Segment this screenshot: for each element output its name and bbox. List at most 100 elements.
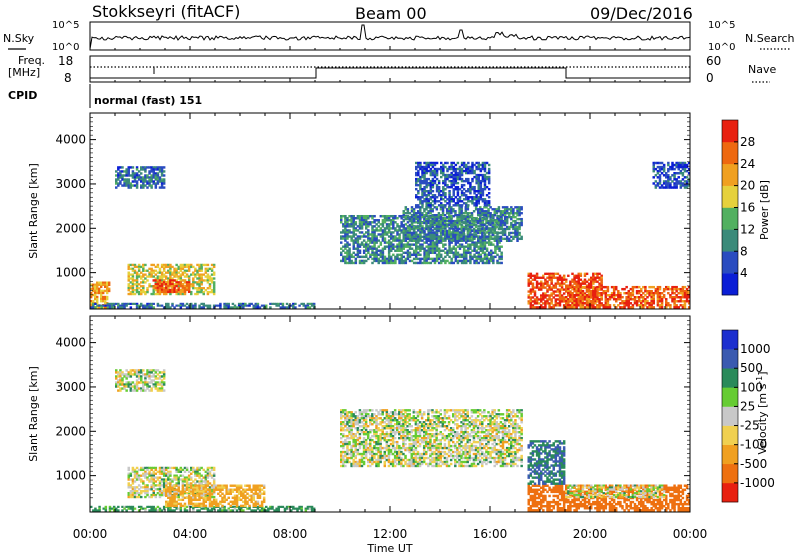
power-cell [602,304,605,307]
power-cell [468,221,472,225]
velocity-cell [162,381,166,384]
power-cell [675,165,678,169]
power-cell [596,276,599,279]
power-cell [452,229,455,233]
power-cell [592,272,595,276]
power-cell [469,196,472,199]
power-cell [212,288,216,292]
power-cell [472,237,476,241]
power-cell [497,210,501,213]
power-cell [679,163,683,167]
power-cell [440,233,443,236]
power-cell [439,208,443,211]
power-cell [444,247,447,250]
nsky-trace [89,24,691,50]
power-cell [642,291,645,295]
velocity-cell [94,507,97,510]
power-cell [510,215,513,219]
power-cell [548,288,551,291]
power-cell [227,306,230,309]
power-cell [440,225,443,228]
power-cell [133,283,137,286]
power-cell [479,221,482,225]
power-cell [154,288,158,292]
power-cell [394,229,397,232]
power-cell [452,231,455,235]
power-cell [371,217,374,220]
velocity-cell [265,505,268,508]
power-cell [531,286,535,289]
power-cell [460,183,464,187]
power-cell [493,229,497,233]
power-cell [501,231,505,235]
power-cell [187,275,191,278]
power-cell [429,163,433,167]
power-cell [398,239,401,242]
power-cell [444,187,447,191]
velocity-cell [183,509,187,512]
power-cell [444,181,447,185]
power-cell [487,253,491,257]
power-cell [354,247,358,250]
power-cell [158,166,162,169]
power-cell [415,167,418,171]
power-cell [548,294,551,297]
power-cell [662,167,666,171]
velocity-cell [154,509,158,512]
power-cell [450,163,453,167]
power-cell [490,251,493,255]
power-cell [165,284,168,288]
power-cell [604,291,608,295]
power-cell [460,173,464,177]
power-cell [350,231,353,234]
power-cell [373,259,376,263]
power-cell [485,255,489,259]
power-cell [419,187,422,191]
power-cell [472,217,476,221]
power-cell [590,280,593,283]
power-cell [254,304,258,307]
power-cell [483,179,487,183]
power-cell [250,302,253,305]
power-cell [629,298,633,301]
velocity-cell [140,468,143,472]
power-cell [208,285,212,288]
power-cell [587,284,591,287]
power-cell [131,166,135,169]
power-cell [381,229,385,232]
power-cell [348,259,351,263]
velocity-cell [140,491,143,495]
power-cell [673,287,676,291]
power-cell [165,277,168,280]
power-cell [673,178,676,181]
power-cell [529,288,533,291]
velocity-cell [283,507,287,510]
power-cell [160,184,164,187]
power-cell [119,304,122,307]
power-cell [260,304,264,307]
power-cell [194,275,197,278]
power-cell [473,198,476,201]
power-cell [419,165,422,169]
power-cell [429,237,433,240]
power-cell [394,214,397,218]
power-cell [656,285,660,289]
power-cell [310,302,314,305]
power-cell [602,291,605,295]
power-cell [127,292,130,296]
power-cell [421,187,424,191]
velocity-cell [94,509,97,512]
power-cell [352,239,355,242]
power-cell [373,239,376,242]
power-cell [256,302,260,305]
power-cell [416,237,420,241]
power-cell [485,259,489,263]
power-cell [679,300,683,303]
power-cell [433,171,437,175]
power-cell [340,253,343,257]
power-cell [185,283,189,286]
power-cell [473,204,476,207]
power-cell [675,289,678,293]
velocity-cell [142,507,145,510]
power-cell [469,169,472,173]
